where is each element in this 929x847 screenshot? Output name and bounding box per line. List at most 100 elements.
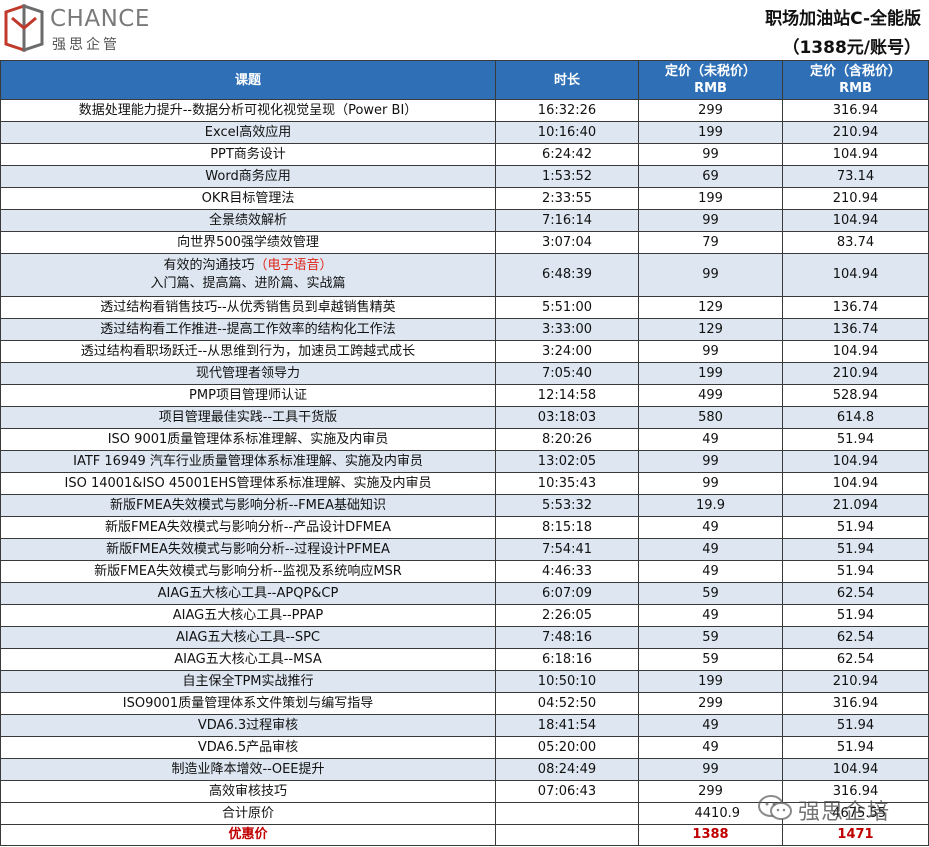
header-price-ex-tax-unit: RMB — [694, 81, 727, 96]
total-price-ex-tax: 4410.9 — [638, 802, 783, 825]
page-subtitle-price: （1388元/账号） — [782, 38, 921, 58]
table-row: ISO 9001质量管理体系标准理解、实施及内审员 8:20:26 49 51.94 — [0, 428, 929, 451]
duration-cell: 7:54:41 — [495, 538, 639, 561]
duration-cell: 6:18:16 — [495, 648, 639, 671]
course-name: AIAG五大核心工具--SPC — [175, 629, 321, 645]
course-cell: ISO 14001&ISO 45001EHS管理体系标准理解、实施及内审员 — [0, 472, 496, 495]
course-cell: AIAG五大核心工具--APQP&CP — [0, 582, 496, 605]
course-cell: 向世界500强学绩效管理 — [0, 231, 496, 254]
header-price-ex-tax-label: 定价（未税价） — [664, 64, 756, 79]
duration-cell: 7:05:40 — [495, 362, 639, 385]
duration-cell: 13:02:05 — [495, 450, 639, 473]
table-row: 透过结构看职场跃迁--从思维到行为，加速员工跨越式成长 3:24:00 99 104.… — [0, 340, 929, 363]
table-row: 全景绩效解析 7:16:14 99 104.94 — [0, 209, 929, 232]
table-row: 自主保全TPM实战推行 10:50:10 199 210.94 — [0, 670, 929, 693]
duration-cell: 6:48:39 — [495, 253, 639, 297]
course-cell: 透过结构看工作推进--提高工作效率的结构化工作法 — [0, 318, 496, 341]
course-name: 全景绩效解析 — [208, 212, 287, 228]
course-name: IATF 16949 汽车行业质量管理体系标准理解、实施及内审员 — [73, 453, 423, 469]
price-inc-tax-cell: 51.94 — [782, 560, 929, 583]
course-cell: 新版FMEA失效模式与影响分析--监视及系统响应MSR — [0, 560, 496, 583]
price-inc-tax-cell: 62.54 — [782, 648, 929, 671]
price-ex-tax-cell: 59 — [638, 626, 783, 649]
price-inc-tax-cell: 104.94 — [782, 340, 929, 363]
course-name: 高效审核技巧 — [208, 783, 287, 799]
table-header-row: 课题 时长 定价（未税价） RMB 定价（含税价） RMB — [0, 60, 929, 100]
duration-cell: 10:16:40 — [495, 121, 639, 144]
price-inc-tax-cell: 73.14 — [782, 165, 929, 188]
duration-cell: 18:41:54 — [495, 714, 639, 737]
course-cell: 现代管理者领导力 — [0, 362, 496, 385]
course-cell: 数据处理能力提升--数据分析可视化视觉呈现（Power BI） — [0, 99, 496, 122]
duration-cell: 8:15:18 — [495, 516, 639, 539]
course-name: 透过结构看工作推进--提高工作效率的结构化工作法 — [100, 321, 396, 337]
course-cell: AIAG五大核心工具--MSA — [0, 648, 496, 671]
price-ex-tax-cell: 499 — [638, 384, 783, 407]
price-inc-tax-cell: 316.94 — [782, 99, 929, 122]
price-inc-tax-cell: 210.94 — [782, 670, 929, 693]
duration-cell: 10:50:10 — [495, 670, 639, 693]
header-price-ex-tax: 定价（未税价） RMB — [638, 60, 783, 100]
price-ex-tax-cell: 49 — [638, 736, 783, 759]
duration-cell: 16:32:26 — [495, 99, 639, 122]
course-cell: 全景绩效解析 — [0, 209, 496, 232]
page-title: 职场加油站C-全能版 — [765, 9, 921, 29]
table-row: AIAG五大核心工具--SPC 7:48:16 59 62.54 — [0, 626, 929, 649]
course-cell: VDA6.5产品审核 — [0, 736, 496, 759]
course-name: 新版FMEA失效模式与影响分析--产品设计DFMEA — [105, 519, 391, 535]
table-row: VDA6.5产品审核 05:20:00 49 51.94 — [0, 736, 929, 759]
course-name: 现代管理者领导力 — [195, 365, 300, 381]
price-inc-tax-cell: 104.94 — [782, 253, 929, 297]
course-cell: ISO9001质量管理体系文件策划与编写指导 — [0, 692, 496, 715]
course-cell: 制造业降本增效--OEE提升 — [0, 758, 496, 781]
course-name: ISO 14001&ISO 45001EHS管理体系标准理解、实施及内审员 — [64, 475, 432, 491]
price-ex-tax-cell: 49 — [638, 428, 783, 451]
table-row: IATF 16949 汽车行业质量管理体系标准理解、实施及内审员 13:02:05… — [0, 450, 929, 473]
course-name: AIAG五大核心工具--APQP&CP — [157, 585, 339, 601]
table-row: 新版FMEA失效模式与影响分析--产品设计DFMEA 8:15:18 49 51.94 — [0, 516, 929, 539]
price-inc-tax-cell: 316.94 — [782, 780, 929, 803]
price-inc-tax-cell: 210.94 — [782, 187, 929, 210]
price-ex-tax-cell: 19.9 — [638, 494, 783, 517]
table-row: 新版FMEA失效模式与影响分析--过程设计PFMEA 7:54:41 49 51.94 — [0, 538, 929, 561]
duration-cell: 2:26:05 — [495, 604, 639, 627]
table-row: AIAG五大核心工具--MSA 6:18:16 59 62.54 — [0, 648, 929, 671]
duration-cell: 5:51:00 — [495, 296, 639, 319]
duration-cell: 6:24:42 — [495, 143, 639, 166]
price-ex-tax-cell: 99 — [638, 450, 783, 473]
table-row: Excel高效应用 10:16:40 199 210.94 — [0, 121, 929, 144]
course-name: 项目管理最佳实践--工具干货版 — [158, 409, 338, 425]
chance-logo-mark-icon — [4, 4, 44, 52]
header-duration: 时长 — [495, 60, 639, 100]
price-inc-tax-cell: 21.094 — [782, 494, 929, 517]
course-cell: PPT商务设计 — [0, 143, 496, 166]
duration-cell: 3:24:00 — [495, 340, 639, 363]
duration-cell: 3:07:04 — [495, 231, 639, 254]
total-price-inc-tax: 4675.55 — [782, 802, 929, 825]
table-row: 透过结构看工作推进--提高工作效率的结构化工作法 3:33:00 129 136.74 — [0, 318, 929, 341]
header-course: 课题 — [0, 60, 496, 100]
price-ex-tax-cell: 199 — [638, 187, 783, 210]
course-name: VDA6.3过程审核 — [197, 717, 299, 733]
price-inc-tax-cell: 210.94 — [782, 362, 929, 385]
table-row: 高效审核技巧 07:06:43 299 316.94 — [0, 780, 929, 803]
table-row: ISO9001质量管理体系文件策划与编写指导 04:52:50 299 316.94 — [0, 692, 929, 715]
duration-cell: 8:20:26 — [495, 428, 639, 451]
course-name: OKR目标管理法 — [201, 190, 295, 206]
price-ex-tax-cell: 49 — [638, 714, 783, 737]
duration-cell: 07:06:43 — [495, 780, 639, 803]
course-subtitle: 入门篇、提高篇、进阶篇、实战篇 — [150, 276, 346, 291]
course-name: 有效的沟通技巧 — [163, 258, 255, 273]
price-inc-tax-cell: 62.54 — [782, 626, 929, 649]
course-cell: 高效审核技巧 — [0, 780, 496, 803]
price-ex-tax-cell: 299 — [638, 692, 783, 715]
promo-label: 优惠价 — [0, 824, 496, 846]
course-name: 新版FMEA失效模式与影响分析--监视及系统响应MSR — [94, 563, 402, 579]
course-cell: 项目管理最佳实践--工具干货版 — [0, 406, 496, 429]
duration-cell: 6:07:09 — [495, 582, 639, 605]
course-note: （电子语音） — [254, 258, 333, 273]
table-row: AIAG五大核心工具--APQP&CP 6:07:09 59 62.54 — [0, 582, 929, 605]
table-row: 制造业降本增效--OEE提升 08:24:49 99 104.94 — [0, 758, 929, 781]
price-inc-tax-cell: 83.74 — [782, 231, 929, 254]
course-name: ISO 9001质量管理体系标准理解、实施及内审员 — [107, 431, 389, 447]
